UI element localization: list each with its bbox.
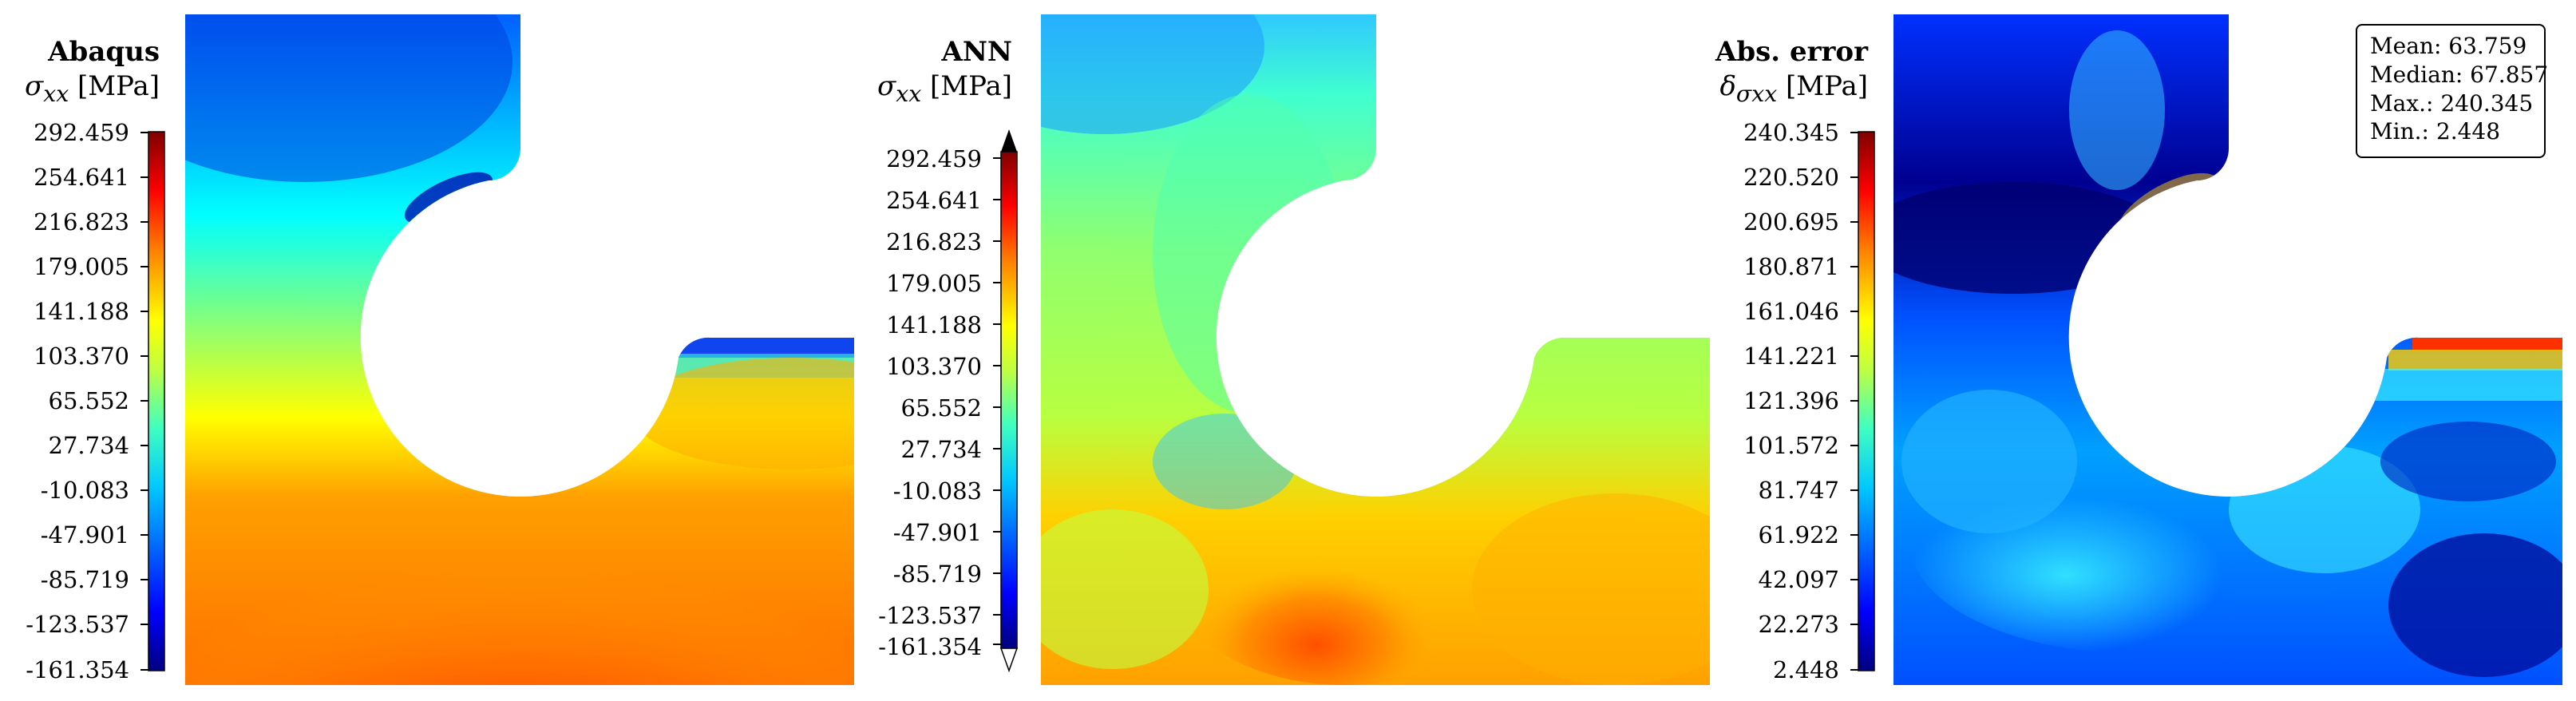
- quantity-symbol: δ: [1719, 69, 1736, 102]
- colorbar-ticks: [1850, 132, 1858, 671]
- tick-label: 101.572: [1743, 432, 1839, 459]
- field-plot: [185, 14, 854, 685]
- tick-label: 180.871: [1743, 253, 1839, 280]
- colorbar-max-arrow: [1001, 129, 1017, 152]
- colorbar-title: ANN σxx [MPa]: [856, 35, 1012, 108]
- quantity-symbol: σ: [877, 69, 896, 102]
- tick-label: 65.552: [900, 394, 982, 422]
- tick-label: -123.537: [878, 602, 982, 629]
- panel-title: ANN: [941, 36, 1012, 68]
- stat-min: Min.: 2.448: [2370, 118, 2501, 145]
- tick-label: 254.641: [34, 164, 129, 191]
- tick-label: -123.537: [26, 611, 129, 638]
- tick-label: -47.901: [40, 521, 129, 549]
- stat-mean: Mean: 63.759: [2370, 33, 2527, 59]
- stat-median: Median: 67.857: [2370, 61, 2549, 88]
- tick-label: -10.083: [40, 477, 129, 504]
- tick-label: 103.370: [34, 343, 129, 370]
- tick-label: 2.448: [1772, 656, 1839, 683]
- tick-label: 103.370: [886, 353, 982, 380]
- tick-label: -85.719: [40, 566, 129, 593]
- tick-label: 141.221: [1743, 343, 1839, 370]
- tick-label: 292.459: [34, 119, 129, 146]
- tick-label: 65.552: [48, 387, 129, 414]
- stat-max: Max.: 240.345: [2370, 89, 2534, 117]
- quantity-subscript: xx: [896, 80, 922, 107]
- tick-label: 179.005: [886, 270, 982, 297]
- tick-label: 141.188: [886, 311, 982, 339]
- colorbar-title: Abs. error δσxx [MPa]: [1713, 35, 1868, 108]
- colorbar: [993, 129, 1019, 673]
- quantity-subscript: xx: [43, 80, 69, 107]
- tick-label: 81.747: [1758, 477, 1839, 504]
- tick-label: 216.823: [34, 208, 129, 236]
- error-stats-box: Mean: 63.759 Median: 67.857 Max.: 240.34…: [2356, 24, 2549, 158]
- tick-label: 161.046: [1743, 298, 1839, 325]
- panel-abaqus: Abaqus σxx [MPa] 292.459 254.641 216.823…: [0, 0, 862, 701]
- tick-label: 240.345: [1743, 119, 1839, 146]
- tick-label: 27.734: [900, 436, 982, 463]
- tick-label: -10.083: [892, 477, 982, 505]
- quantity-symbol: σ: [25, 69, 44, 102]
- tick-label: 220.520: [1743, 164, 1839, 191]
- tick-label: 292.459: [886, 145, 982, 172]
- tick-label: 179.005: [34, 253, 129, 280]
- unit-label: [MPa]: [930, 69, 1012, 102]
- colorbar: [1850, 131, 1875, 671]
- panel-title: Abaqus: [48, 36, 160, 68]
- tick-label: 27.734: [48, 432, 129, 459]
- colorbar-title: Abaqus σxx [MPa]: [0, 35, 160, 108]
- panel-ann: ANN σxx [MPa] 292.459 254.641 216.823 17…: [856, 0, 1718, 701]
- tick-label: -161.354: [26, 656, 129, 683]
- colorbar-min-arrow: [999, 648, 1019, 673]
- tick-label: 22.273: [1758, 611, 1839, 638]
- colorbar-ticks: [993, 157, 1001, 645]
- tick-label: 141.188: [34, 298, 129, 325]
- tick-label: 42.097: [1758, 566, 1839, 593]
- colorbar-ticks: [140, 132, 148, 671]
- tick-label: 200.695: [1743, 208, 1839, 236]
- quantity-subscript: σxx: [1735, 80, 1778, 107]
- unit-label: [MPa]: [1786, 69, 1868, 102]
- field-plot: [1041, 14, 1710, 685]
- tick-label: 121.396: [1743, 387, 1839, 414]
- tick-label: -47.901: [892, 519, 982, 546]
- tick-label: 216.823: [886, 228, 982, 255]
- panel-title: Abs. error: [1715, 36, 1868, 68]
- tick-label: -161.354: [878, 633, 982, 660]
- tick-label: -85.719: [892, 560, 982, 588]
- unit-label: [MPa]: [77, 69, 160, 102]
- tick-label: 61.922: [1758, 521, 1839, 549]
- tick-label: 254.641: [886, 187, 982, 214]
- colorbar: [140, 131, 165, 671]
